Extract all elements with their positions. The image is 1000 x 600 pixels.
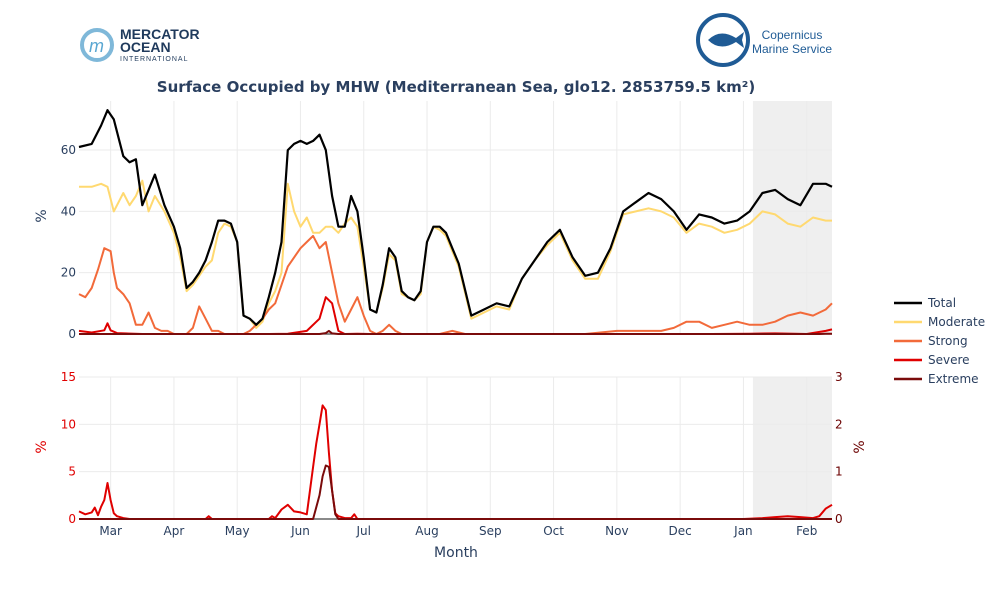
top-series-extreme [79, 329, 832, 335]
x-tick-label: Feb [796, 524, 817, 538]
fish-icon [708, 32, 744, 48]
copernicus-logo-line2: Marine Service [752, 42, 832, 56]
top-y-tick-label: 20 [61, 266, 76, 280]
mercator-ocean-logo: m MERCATOR OCEAN INTERNATIONAL [80, 26, 200, 63]
bottom-series-severe [78, 404, 833, 520]
mercator-logo-glyph: m [89, 36, 104, 56]
bottom-left-y-tick-label: 10 [61, 417, 76, 431]
bottom-forecast-region [752, 377, 832, 519]
bottom-right-y-axis-label: % [852, 440, 868, 453]
mercator-logo-line2: OCEAN [120, 39, 171, 55]
top-y-axis-label: % [34, 209, 50, 222]
top-forecast-region [752, 101, 832, 334]
mercator-logo-icon [80, 28, 114, 62]
mercator-logo-line1: MERCATOR [120, 26, 200, 42]
copernicus-logo-line1: Copernicus [762, 28, 823, 42]
bottom-panel: 0 5 10 15 0 1 2 3 [61, 370, 843, 526]
legend-label-strong: Strong [928, 334, 968, 348]
top-series-strong [78, 234, 833, 335]
x-tick-label: Aug [415, 524, 438, 538]
x-tick-label: Jun [290, 524, 310, 538]
x-tick-label: Jul [356, 524, 371, 538]
copernicus-logo-ring [696, 13, 750, 67]
bottom-right-y-tick-label: 3 [835, 370, 843, 384]
legend-label-total: Total [927, 296, 956, 310]
x-tick-label: Nov [605, 524, 628, 538]
bottom-series-extreme [79, 464, 832, 520]
x-tick-label: Dec [669, 524, 692, 538]
legend: Total Moderate Strong Severe Extreme [894, 296, 985, 386]
x-tick-label: Apr [164, 524, 185, 538]
legend-label-extreme: Extreme [928, 372, 979, 386]
x-axis: Mar Apr May Jun Jul Aug Sep Oct Nov Dec Jan Feb [99, 524, 817, 538]
top-series-total [78, 109, 833, 326]
x-tick-label: Mar [99, 524, 122, 538]
bottom-left-y-tick-label: 5 [68, 465, 76, 479]
top-y-tick-label: 40 [61, 204, 76, 218]
legend-label-severe: Severe [928, 353, 970, 367]
bottom-left-y-tick-label: 15 [61, 370, 76, 384]
top-y-tick-label: 60 [61, 143, 76, 157]
chart-title: Surface Occupied by MHW (Mediterranean S… [157, 78, 755, 96]
x-tick-label: Oct [543, 524, 564, 538]
copernicus-logo: Copernicus Marine Service [696, 13, 832, 67]
mercator-logo-line3: INTERNATIONAL [120, 56, 189, 63]
bottom-right-y-tick-label: 2 [835, 417, 843, 431]
top-panel: 0 20 40 60 [61, 101, 833, 341]
bottom-left-y-axis-label: % [34, 440, 50, 453]
x-axis-label: Month [434, 545, 478, 561]
top-y-tick-label: 0 [68, 327, 76, 341]
x-tick-label: Jan [733, 524, 753, 538]
bottom-left-y-tick-label: 0 [68, 512, 76, 526]
x-tick-label: May [225, 524, 250, 538]
x-tick-label: Sep [479, 524, 502, 538]
bottom-right-y-tick-label: 0 [835, 512, 843, 526]
bottom-right-y-tick-label: 1 [835, 465, 843, 479]
legend-label-moderate: Moderate [928, 315, 985, 329]
